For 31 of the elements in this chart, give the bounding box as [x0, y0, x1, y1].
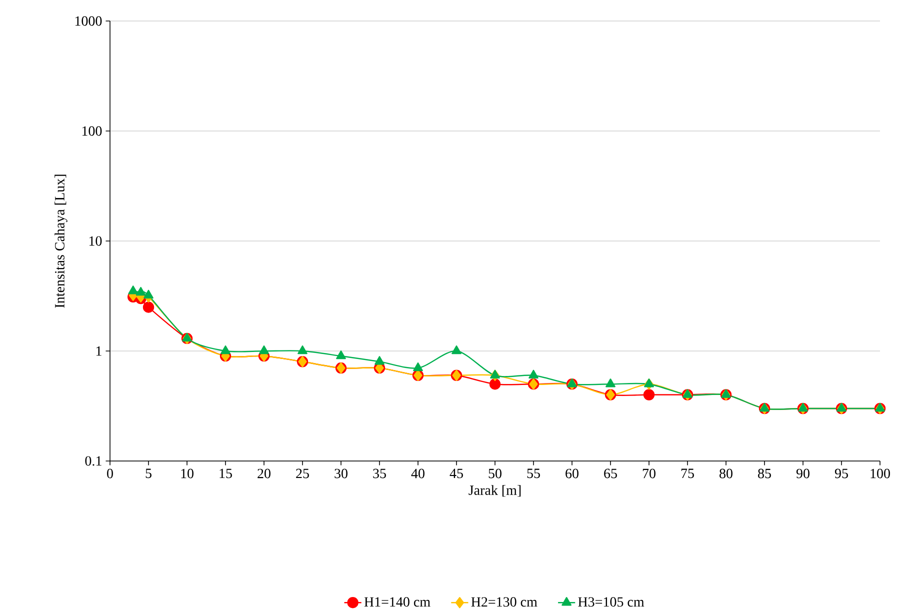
x-tick-label: 100 [870, 468, 890, 478]
x-tick-label: 50 [488, 468, 502, 478]
x-tick-label: 55 [527, 468, 540, 478]
x-tick-label: 90 [796, 468, 810, 478]
y-tick-label: 0.1 [85, 456, 102, 466]
legend-label: H2=130 cm [471, 597, 538, 607]
x-tick-label: 40 [411, 468, 424, 478]
y-tick-label: 10 [89, 236, 102, 246]
y-tick-label: 1000 [75, 16, 102, 26]
x-axis-title: Jarak [m] [468, 485, 521, 497]
y-axis-title: Intensitas Cahaya [Lux] [54, 174, 68, 308]
x-tick-label: 15 [220, 468, 232, 478]
x-tick-label: 45 [450, 468, 463, 478]
x-tick-label: 20 [258, 468, 270, 478]
x-tick-label: 30 [334, 468, 348, 478]
legend-label: H1=140 cm [364, 597, 430, 607]
x-tick-label: 80 [720, 468, 732, 478]
x-tick-label: 60 [566, 468, 578, 478]
x-tick-label: 65 [604, 468, 617, 478]
x-tick-label: 75 [681, 468, 694, 478]
x-tick-label: 5 [146, 468, 152, 478]
x-tick-label: 35 [373, 468, 386, 478]
x-tick-label: 10 [181, 468, 194, 478]
x-tick-label: 0 [107, 468, 113, 478]
y-tick-label: 1 [96, 346, 102, 356]
x-tick-label: 25 [296, 468, 309, 478]
x-tick-label: 95 [834, 468, 848, 478]
y-tick-label: 100 [82, 126, 102, 136]
legend-label: H3=105 cm [578, 597, 644, 607]
x-tick-label: 85 [758, 468, 771, 478]
x-tick-label: 70 [642, 468, 656, 478]
